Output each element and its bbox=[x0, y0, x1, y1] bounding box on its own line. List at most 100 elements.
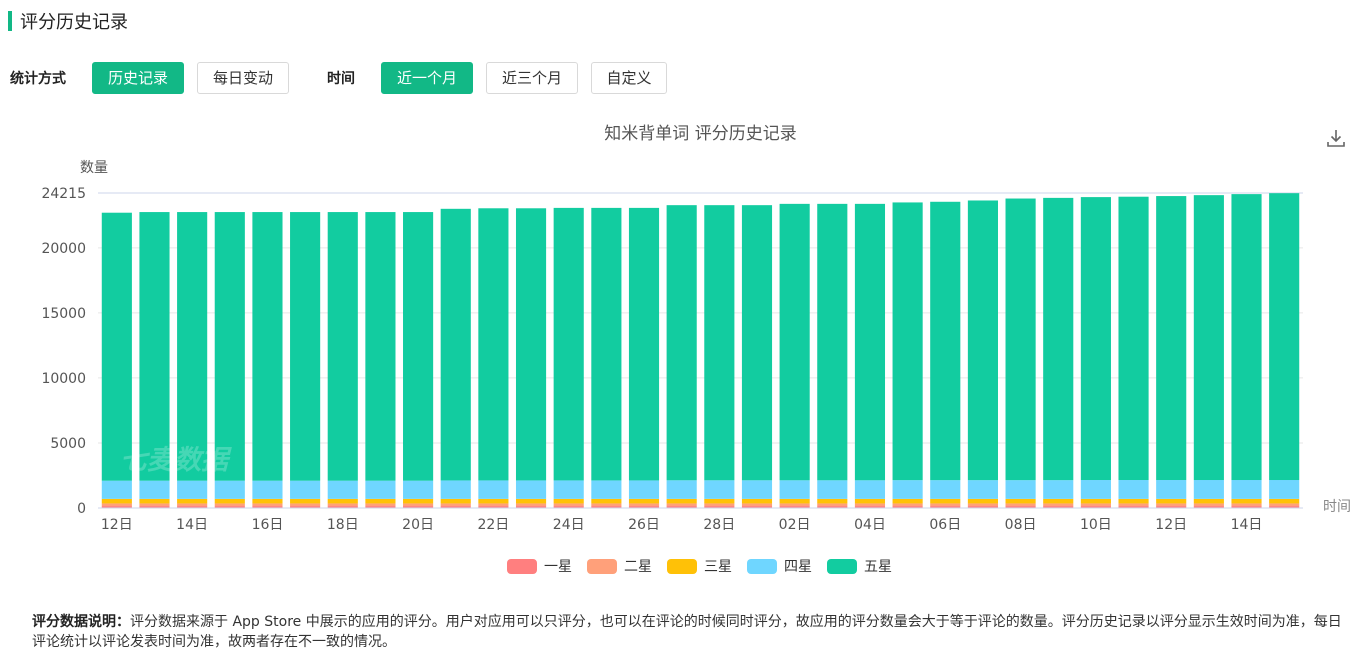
bar-segment bbox=[1269, 498, 1300, 504]
bar-segment bbox=[101, 480, 132, 499]
bar-segment bbox=[1269, 503, 1300, 507]
bar-segment bbox=[666, 503, 697, 507]
bar-segment bbox=[741, 506, 773, 508]
bar-segment bbox=[252, 498, 283, 504]
bar-segment bbox=[591, 506, 622, 508]
bar-segment bbox=[628, 498, 660, 504]
bar-segment bbox=[440, 208, 471, 481]
bar-segment bbox=[478, 480, 509, 499]
bar-segment bbox=[553, 506, 584, 508]
bar-segment bbox=[704, 503, 735, 507]
bar-segment bbox=[214, 506, 245, 508]
bar-segment bbox=[666, 498, 697, 504]
bar-segment bbox=[139, 506, 170, 508]
legend-swatch bbox=[667, 559, 697, 574]
bar-segment bbox=[967, 506, 998, 508]
bar-segment bbox=[440, 480, 471, 499]
y-tick-label: 10000 bbox=[41, 371, 86, 387]
stat-history-button[interactable]: 历史记录 bbox=[92, 61, 184, 94]
bar-segment bbox=[930, 506, 961, 508]
bar-segment bbox=[779, 503, 810, 507]
bar-segment bbox=[1118, 196, 1149, 481]
stat-daily-change-button[interactable]: 每日变动 bbox=[197, 61, 289, 94]
chart-title: 知米背单词 评分历史记录 bbox=[604, 124, 796, 144]
bar-segment bbox=[930, 498, 961, 504]
bar-segment bbox=[1118, 503, 1149, 507]
bar-segment bbox=[854, 203, 886, 481]
bar-segment bbox=[365, 498, 396, 504]
y-tick-label: 5000 bbox=[50, 436, 86, 452]
bar-segment bbox=[327, 498, 358, 504]
stat-method-label: 统计方式 bbox=[10, 70, 66, 87]
bar-segment bbox=[252, 503, 283, 507]
bar-segment bbox=[704, 506, 735, 508]
bar-segment bbox=[1156, 196, 1187, 481]
bar-segment bbox=[628, 480, 660, 499]
time-3-months-button[interactable]: 近三个月 bbox=[486, 61, 578, 94]
bar-segment bbox=[1005, 198, 1036, 481]
bar-segment bbox=[967, 498, 998, 504]
bar-segment bbox=[440, 506, 471, 508]
x-tick-label: 26日 bbox=[628, 517, 660, 533]
bar-segment bbox=[177, 506, 208, 508]
bar-segment bbox=[930, 201, 961, 481]
bar-segment bbox=[553, 480, 584, 499]
bar-segment bbox=[327, 503, 358, 507]
bar-segment bbox=[1080, 480, 1111, 499]
bar-segment bbox=[666, 205, 697, 481]
bar-segment bbox=[252, 212, 283, 481]
bar-segment bbox=[930, 503, 961, 507]
bar-segment bbox=[553, 498, 584, 504]
bar-segment bbox=[403, 480, 434, 499]
bar-segment bbox=[1269, 193, 1300, 481]
bar-segment bbox=[214, 503, 245, 507]
bar-segment bbox=[214, 498, 245, 504]
bar-segment bbox=[214, 212, 245, 481]
x-tick-label: 06日 bbox=[929, 517, 961, 533]
bar-segment bbox=[1231, 498, 1262, 504]
bar-segment bbox=[327, 480, 358, 499]
bar-segment bbox=[854, 506, 886, 508]
bar-segment bbox=[177, 503, 208, 507]
bar-segment bbox=[1156, 480, 1187, 499]
time-custom-button[interactable]: 自定义 bbox=[591, 61, 667, 94]
y-axis-label: 数量 bbox=[80, 160, 108, 176]
bar-segment bbox=[1118, 480, 1149, 499]
x-tick-label: 14日 bbox=[176, 517, 208, 533]
download-icon[interactable] bbox=[1325, 127, 1347, 149]
legend-swatch bbox=[827, 559, 857, 574]
bar-segment bbox=[515, 503, 547, 507]
bar-segment bbox=[290, 498, 321, 504]
bar-segment bbox=[1043, 480, 1074, 499]
bar-segment bbox=[101, 503, 132, 507]
bar-segment bbox=[779, 506, 810, 508]
time-1-month-button[interactable]: 近一个月 bbox=[381, 61, 473, 94]
bar-segment bbox=[817, 498, 848, 504]
bar-segment bbox=[553, 503, 584, 507]
bar-segment bbox=[628, 207, 660, 481]
bar-segment bbox=[779, 498, 810, 504]
legend-label: 四星 bbox=[784, 559, 812, 575]
rating-data-note: 评分数据说明：评分数据来源于 App Store 中展示的应用的评分。用户对应用… bbox=[32, 612, 1354, 652]
bar-segment bbox=[1231, 503, 1262, 507]
page-title: 评分历史记录 bbox=[20, 12, 128, 33]
bar-segment bbox=[214, 480, 245, 499]
bar-segment bbox=[854, 480, 886, 499]
bar-segment bbox=[591, 207, 622, 481]
bar-segment bbox=[553, 207, 584, 481]
bar-segment bbox=[1080, 503, 1111, 507]
bar-segment bbox=[365, 212, 396, 481]
bar-segment bbox=[478, 506, 509, 508]
bar-segment bbox=[101, 506, 132, 508]
bar-segment bbox=[252, 506, 283, 508]
bar-segment bbox=[1156, 498, 1187, 504]
bar-segment bbox=[741, 498, 773, 504]
bar-segment bbox=[666, 506, 697, 508]
bar-segment bbox=[892, 506, 923, 508]
bar-segment bbox=[591, 503, 622, 507]
section-title: 评分历史记录 bbox=[8, 10, 128, 33]
x-tick-label: 18日 bbox=[327, 517, 359, 533]
x-tick-label: 24日 bbox=[553, 517, 585, 533]
x-axis-label: 时间 bbox=[1323, 499, 1351, 515]
bar-segment bbox=[327, 212, 358, 481]
